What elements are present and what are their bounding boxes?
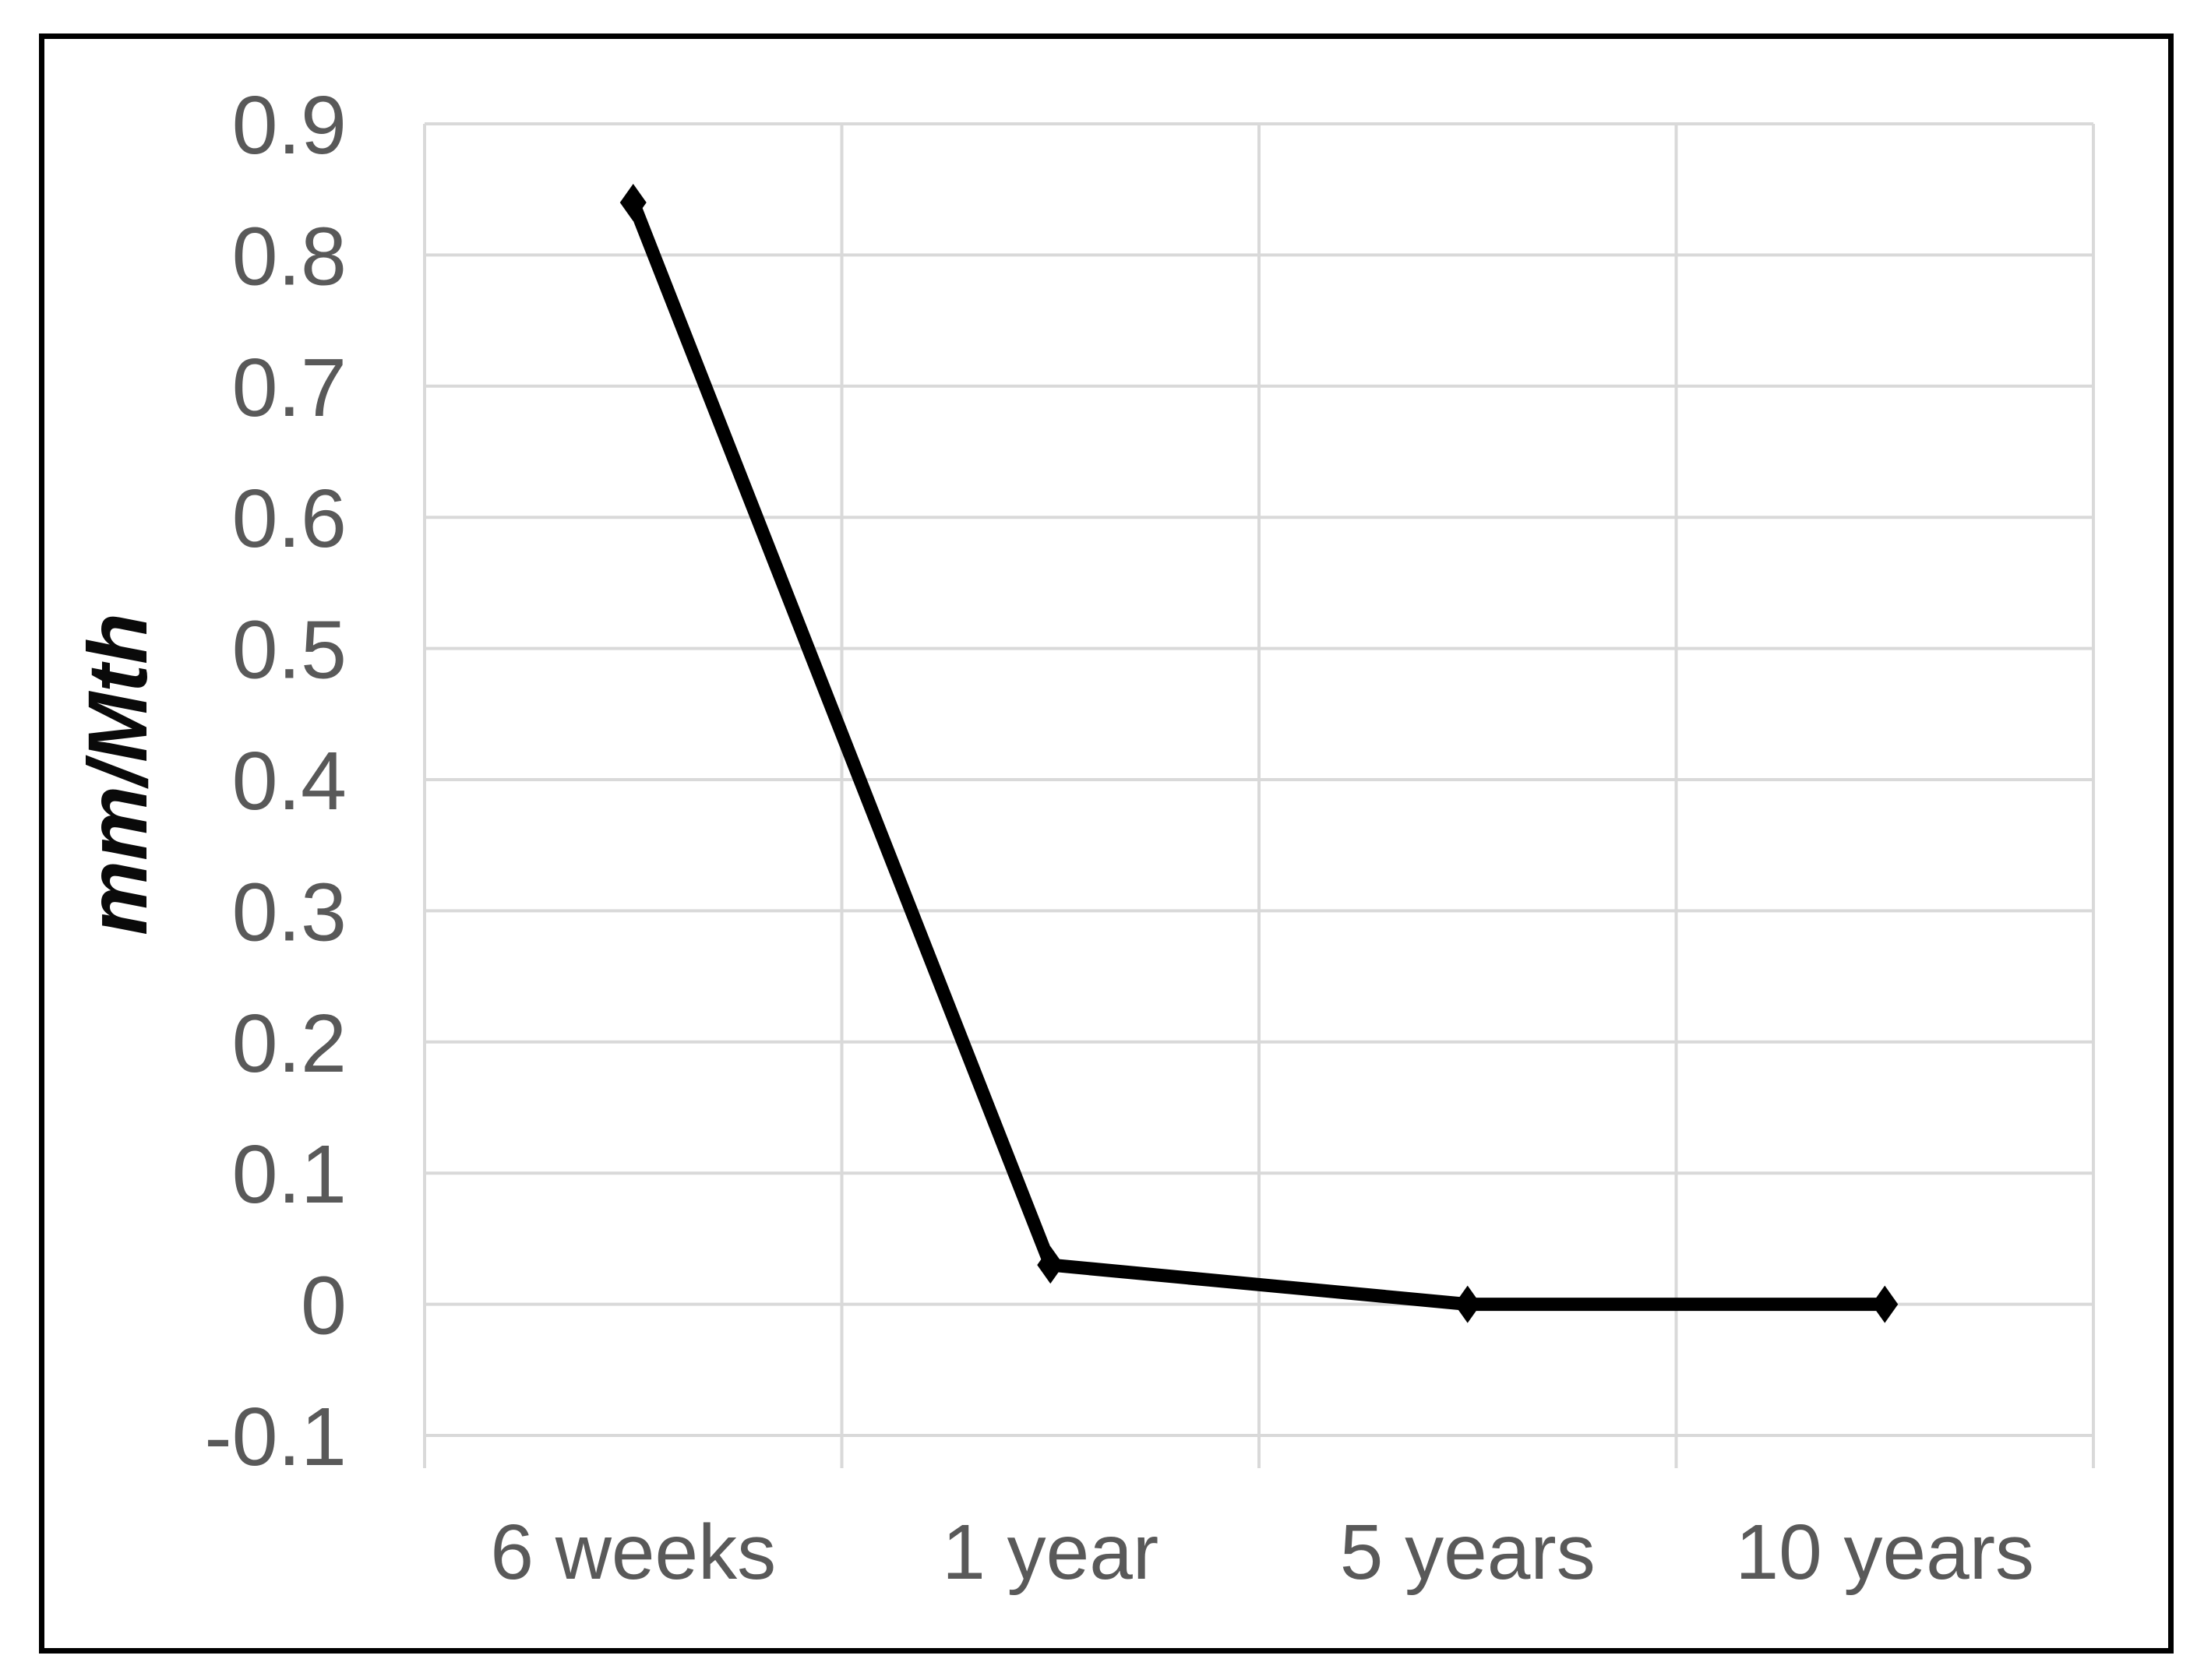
y-tick-label: 0.8 <box>232 210 347 302</box>
y-tick-label: -0.1 <box>204 1391 347 1483</box>
y-tick-label: 0.6 <box>232 473 347 565</box>
y-tick-label: 0.1 <box>232 1129 347 1220</box>
figure-border <box>39 33 2174 1654</box>
y-tick-label: 0.7 <box>232 342 347 434</box>
x-category-label: 10 years <box>1735 1509 2034 1596</box>
y-tick-label: 0.2 <box>232 998 347 1090</box>
x-category-label: 1 year <box>942 1509 1158 1596</box>
data-point-marker <box>1037 1246 1064 1284</box>
series-line <box>626 195 1892 1312</box>
data-point-marker <box>1871 1285 1899 1323</box>
y-tick-label: 0 <box>301 1260 347 1352</box>
data-point-marker <box>1454 1285 1481 1323</box>
y-axis-title: mm/Mth <box>70 613 164 935</box>
y-tick-label: 0.4 <box>232 735 347 827</box>
y-tick-label: 0.9 <box>232 79 347 171</box>
x-category-label: 5 years <box>1340 1509 1596 1596</box>
data-point-marker <box>619 184 647 222</box>
y-tick-label: 0.3 <box>232 866 347 958</box>
y-tick-label: 0.5 <box>232 604 347 696</box>
x-category-label: 6 weeks <box>490 1509 776 1596</box>
